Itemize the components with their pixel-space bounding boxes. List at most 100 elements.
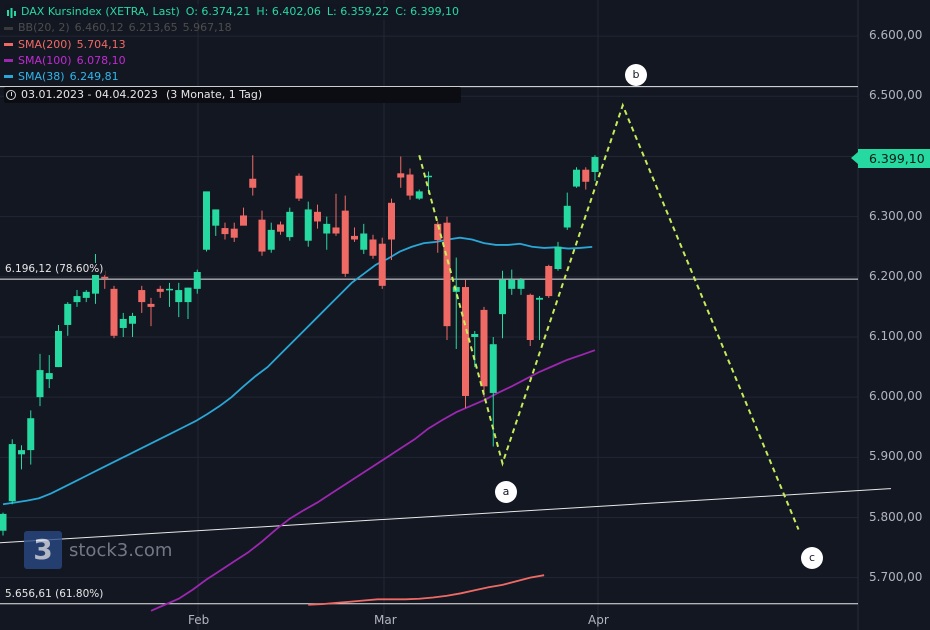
candle-body	[64, 303, 72, 325]
indicator-values: 6.460,12 6.213,65 5.967,18	[75, 20, 237, 36]
candle-body	[45, 373, 53, 380]
indicator-values: 5.704,13	[77, 37, 131, 53]
candle-body	[8, 444, 16, 502]
candle-body	[119, 318, 127, 328]
candle-body	[258, 219, 266, 252]
y-tick-label: 6.300,00	[869, 208, 923, 223]
date-range: 03.01.2023 - 04.04.2023 (3 Monate, 1 Tag…	[4, 86, 462, 104]
ohlc-open: O: 6.374,21	[185, 5, 251, 19]
candle-body	[92, 273, 99, 294]
candle-body	[369, 239, 377, 256]
candlestick-icon	[6, 7, 17, 19]
candle-body	[212, 209, 220, 226]
date-range-text: 03.01.2023 - 04.04.2023	[21, 88, 158, 102]
wave-label-b: b	[625, 64, 647, 86]
y-tick-label: 6.500,00	[869, 88, 923, 103]
y-tick-label: 6.200,00	[869, 268, 923, 283]
candle-body	[277, 224, 284, 232]
candle-body	[332, 227, 340, 234]
indicator-value: 6.078,10	[76, 53, 126, 67]
sma-line-38	[2, 236, 593, 506]
candle-body	[101, 276, 109, 279]
indicator-row[interactable]: SMA(38) 6.249,81	[4, 69, 461, 85]
trendline	[0, 488, 892, 544]
date-range-interval: (3 Monate, 1 Tag)	[165, 88, 263, 102]
indicator-color-swatch	[4, 75, 13, 79]
candle-body	[415, 191, 423, 199]
stock3-logo-icon: 3	[24, 531, 62, 569]
candle-body	[462, 287, 469, 396]
y-tick-label: 6.600,00	[869, 28, 923, 43]
indicator-value: 6.460,12	[74, 21, 124, 35]
indicator-value: 6.249,81	[69, 70, 119, 84]
candle-body	[55, 330, 62, 368]
indicator-color-swatch	[4, 26, 13, 30]
candle-body	[323, 223, 331, 234]
y-tick-label: 5.800,00	[869, 509, 923, 524]
indicator-row[interactable]: SMA(100) 6.078,10	[4, 53, 461, 69]
x-tick-label: Apr	[588, 613, 609, 627]
indicator-row[interactable]: SMA(200) 5.704,13	[4, 36, 461, 52]
candle-body	[267, 229, 275, 250]
sma-line-200	[308, 574, 545, 606]
candle-body	[554, 246, 562, 269]
candle-body	[563, 205, 571, 228]
fib-label-lower: 5.656,61 (61.80%)	[3, 588, 106, 600]
indicator-label: SMA(38)	[18, 70, 65, 84]
candle-body	[517, 279, 525, 289]
candle-body	[27, 418, 35, 451]
y-tick-label: 6.000,00	[869, 389, 923, 404]
candle-body	[82, 291, 90, 298]
candle-body	[314, 211, 321, 222]
wave-projection-line	[418, 102, 800, 530]
candle-body	[489, 344, 497, 393]
indicator-color-swatch	[4, 59, 13, 63]
indicator-color-swatch	[4, 42, 13, 46]
ohlc-header: DAX Kursindex (XETRA, Last) O: 6.374,21 …	[4, 4, 462, 21]
candle-body	[425, 175, 432, 178]
candle-body	[18, 450, 25, 455]
candle-body	[221, 228, 229, 235]
candle-body	[397, 173, 405, 178]
candle-body	[378, 243, 386, 286]
candle-body	[499, 279, 506, 315]
sma-line-100	[150, 349, 596, 612]
fib-label-upper: 6.196,12 (78.60%)	[3, 263, 106, 275]
stock3-watermark: 3 stock3.com	[24, 531, 172, 569]
ohlc-close: C: 6.399,10	[395, 5, 460, 19]
candle-body	[480, 309, 488, 387]
candle-body	[36, 370, 44, 398]
candle-body	[138, 290, 146, 303]
wave-label-a: a	[495, 481, 517, 503]
indicator-value: 6.213,65	[128, 21, 178, 35]
candle-body	[341, 210, 349, 274]
y-tick-label: 5.900,00	[869, 449, 923, 464]
ohlc-low: L: 6.359,22	[326, 5, 390, 19]
indicator-label: BB(20, 2)	[18, 21, 70, 35]
indicator-row[interactable]: BB(20, 2) 6.460,12 6.213,65 5.967,18	[4, 20, 461, 36]
candle-body	[360, 233, 368, 250]
candle-body	[573, 169, 580, 187]
candle-body	[193, 272, 201, 289]
wave-label-c: c	[801, 547, 823, 569]
candle-body	[240, 215, 247, 226]
candle-body	[203, 191, 210, 250]
candle-body	[286, 211, 294, 238]
y-tick-label: 6.100,00	[869, 328, 923, 343]
clock-icon	[6, 90, 16, 101]
ohlc-high: H: 6.402,06	[256, 5, 321, 19]
fibonacci-lines	[0, 86, 892, 605]
wave-projection	[418, 102, 800, 530]
indicator-label: SMA(100)	[18, 53, 72, 67]
candle-body	[536, 297, 543, 300]
candle-body	[582, 169, 590, 182]
candle-body	[406, 174, 414, 196]
candle-body	[508, 279, 516, 289]
candle-body	[443, 222, 451, 327]
indicator-values: 6.078,10	[77, 53, 131, 69]
candle-body	[110, 288, 118, 336]
candle-body	[526, 294, 534, 340]
candle-body	[295, 175, 303, 199]
x-tick-label: Feb	[188, 613, 210, 627]
